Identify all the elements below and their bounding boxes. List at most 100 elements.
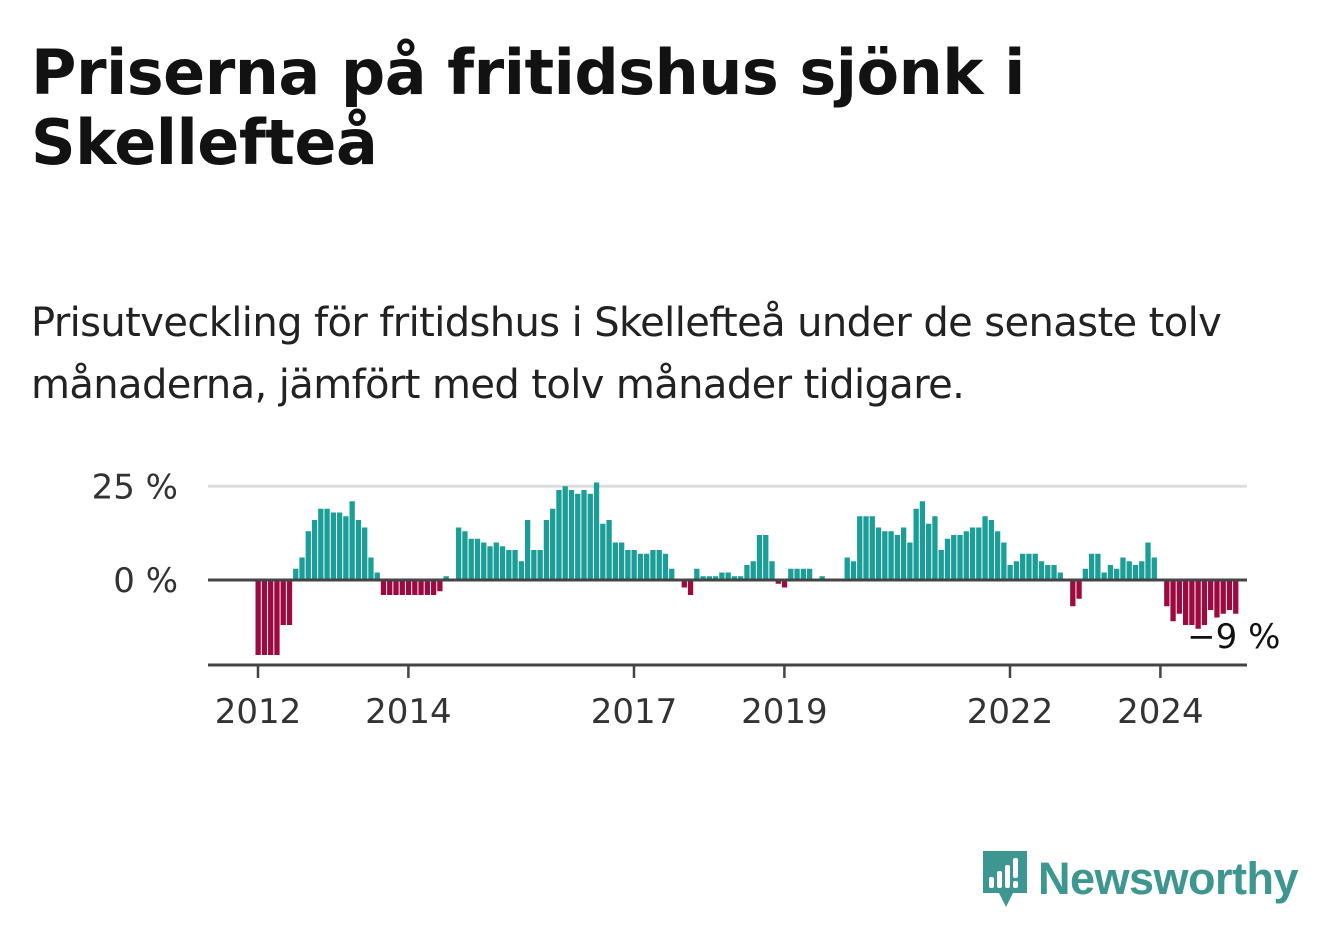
bar	[1051, 565, 1057, 580]
bar	[982, 516, 988, 580]
bar	[731, 576, 738, 580]
x-tick-label: 2022	[967, 692, 1054, 732]
bar	[769, 561, 775, 580]
bar	[437, 580, 443, 592]
bar	[1189, 580, 1195, 625]
bar	[669, 568, 675, 580]
bar	[775, 580, 781, 584]
bar	[637, 553, 644, 580]
bar	[418, 580, 424, 595]
bar	[311, 520, 318, 580]
bar	[1076, 580, 1082, 599]
bar	[318, 508, 324, 580]
bar	[531, 550, 537, 580]
bar	[575, 493, 581, 580]
x-tick-label: 2017	[591, 692, 678, 732]
bar	[1045, 565, 1051, 580]
bar	[255, 580, 261, 655]
bar	[399, 580, 405, 595]
bar	[412, 580, 418, 595]
bar	[443, 576, 449, 580]
bar	[524, 520, 531, 580]
bar	[330, 512, 336, 580]
chart-title: Priserna på fritidshus sjönk i Skellefte…	[31, 36, 1025, 179]
bar	[656, 550, 662, 580]
bar	[1007, 565, 1013, 580]
bar	[719, 572, 725, 580]
bar	[1013, 561, 1020, 580]
bar	[869, 516, 875, 580]
bar	[763, 535, 769, 580]
labels: 25 % 0 % 2012 2014 2017 2019 2022 2024 −9 %	[92, 467, 1281, 732]
bar	[744, 565, 750, 580]
bar	[355, 520, 362, 580]
bar	[1220, 580, 1226, 614]
bar	[738, 576, 744, 580]
bar	[343, 516, 349, 580]
bar	[556, 490, 562, 580]
bar	[456, 527, 462, 580]
bar	[506, 550, 512, 580]
bar	[644, 553, 650, 580]
bar	[951, 535, 957, 580]
bar	[1038, 561, 1045, 580]
bar	[1201, 580, 1208, 625]
bar	[430, 580, 437, 595]
bar	[568, 490, 575, 580]
bar	[606, 520, 612, 580]
bar	[781, 580, 788, 588]
bar	[706, 576, 712, 580]
bar	[938, 550, 944, 580]
end-value-label: −9 %	[1187, 617, 1280, 657]
bar	[819, 576, 825, 580]
bar	[963, 531, 969, 580]
bar	[994, 531, 1001, 580]
bar	[650, 550, 656, 580]
bar	[794, 568, 800, 580]
bar	[562, 486, 568, 580]
bar	[1139, 561, 1145, 580]
bar	[274, 580, 280, 655]
bar	[280, 580, 286, 625]
bar	[1026, 553, 1032, 580]
bar	[857, 516, 863, 580]
bar	[587, 493, 593, 580]
logo-icon	[983, 851, 1027, 907]
bar	[907, 542, 913, 580]
bar	[625, 550, 631, 580]
bar	[694, 568, 700, 580]
bar	[268, 580, 274, 655]
bar	[976, 527, 982, 580]
bar	[286, 580, 293, 625]
bar	[368, 557, 374, 580]
bar	[875, 527, 882, 580]
bar	[1088, 553, 1095, 580]
bar	[1082, 568, 1088, 580]
bar	[362, 527, 368, 580]
bar	[481, 542, 487, 580]
bar	[844, 557, 850, 580]
bar	[932, 516, 938, 580]
bar	[1070, 580, 1076, 607]
bar	[913, 508, 919, 580]
bar	[380, 580, 387, 595]
bar	[725, 572, 731, 580]
bar	[631, 550, 637, 580]
bar	[593, 482, 600, 580]
bar	[1170, 580, 1176, 622]
bar	[1233, 580, 1239, 614]
bar	[499, 546, 506, 580]
bar	[687, 580, 694, 595]
bar	[1032, 553, 1038, 580]
bar	[1182, 580, 1189, 625]
x-tick-label: 2014	[365, 692, 452, 732]
bar	[1132, 565, 1139, 580]
bar	[1020, 553, 1026, 580]
bar	[850, 561, 857, 580]
bar	[1176, 580, 1182, 614]
bar	[1120, 557, 1126, 580]
bar	[550, 508, 556, 580]
bar	[518, 561, 524, 580]
bar	[1151, 557, 1157, 580]
bars	[255, 482, 1239, 655]
